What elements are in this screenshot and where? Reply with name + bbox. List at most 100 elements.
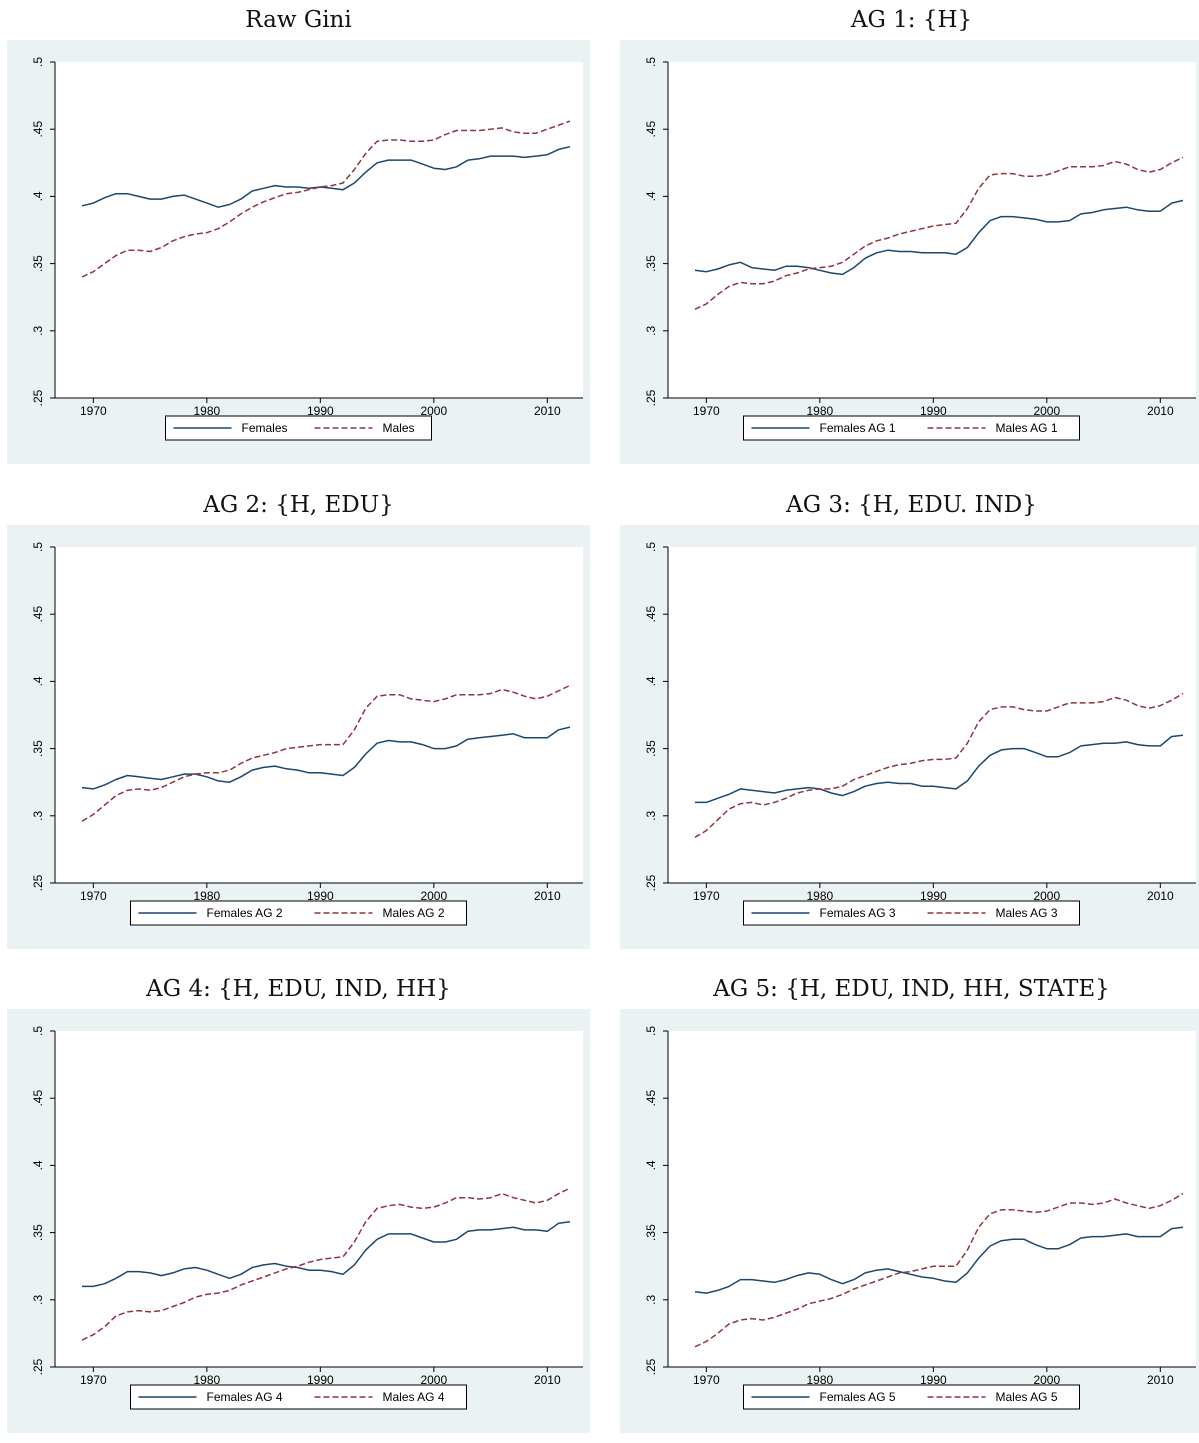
plot-area xyxy=(55,1031,583,1367)
chart-svg: .25.3.35.4.45.519701980199020002010yearF… xyxy=(644,57,1196,441)
chart-svg: .25.3.35.4.45.519701980199020002010yearF… xyxy=(644,1026,1196,1410)
chart-svg: .25.3.35.4.45.519701980199020002010yearF… xyxy=(31,542,583,926)
y-tick-label: .35 xyxy=(31,740,45,757)
plot-area xyxy=(668,547,1196,883)
chart-title: AG 5: {H, EDU, IND, HH, STATE} xyxy=(713,976,1110,1002)
chart-body: .25.3.35.4.45.519701980199020002010yearF… xyxy=(620,40,1199,464)
y-tick-label: .5 xyxy=(31,1026,45,1036)
x-tick-label: 2000 xyxy=(1033,1373,1060,1387)
y-tick-label: .3 xyxy=(31,1294,45,1304)
x-tick-label: 1970 xyxy=(693,1373,720,1387)
chart-panel: AG 4: {H, EDU, IND, HH} .25 .3 .35 .4 .45 .5 19… xyxy=(7,969,590,1443)
x-tick-label: 1970 xyxy=(693,889,720,903)
x-tick-label: 1990 xyxy=(920,404,947,418)
series-line-females xyxy=(694,1226,1184,1294)
y-tick-label: .25 xyxy=(644,389,658,406)
y-tick-label: .3 xyxy=(644,1294,658,1304)
y-tick-label: .25 xyxy=(644,874,658,891)
y-tick-label: .25 xyxy=(31,874,45,891)
x-tick-label: 2000 xyxy=(420,1373,447,1387)
y-tick-label: .5 xyxy=(644,57,658,67)
y-tick-label: .3 xyxy=(644,810,658,820)
x-tick-label: 1990 xyxy=(307,1373,334,1387)
y-tick-label: .45 xyxy=(644,606,658,623)
chart-title: AG 4: {H, EDU, IND, HH} xyxy=(146,976,451,1002)
x-tick-label: 1990 xyxy=(307,889,334,903)
chart-body: .25.3.35.4.45.519701980199020002010yearF… xyxy=(620,1009,1199,1433)
legend-label: Females AG 3 xyxy=(820,906,896,920)
y-tick-label: .5 xyxy=(31,542,45,552)
y-tick-label: .35 xyxy=(31,255,45,272)
chart-body: .25.3.35.4.45.519701980199020002010yearF… xyxy=(7,40,590,464)
legend-label: Females AG 2 xyxy=(207,906,283,920)
legend-label: Females AG 4 xyxy=(207,1390,283,1404)
chart-body: .25.3.35.4.45.519701980199020002010yearF… xyxy=(7,525,590,949)
y-tick-label: .25 xyxy=(644,1358,658,1375)
x-tick-label: 2010 xyxy=(534,404,561,418)
y-tick-label: .5 xyxy=(31,57,45,67)
series-line-females xyxy=(81,145,571,208)
x-tick-label: 2000 xyxy=(1033,404,1060,418)
x-tick-label: 1980 xyxy=(193,404,220,418)
y-tick-label: .25 xyxy=(31,389,45,406)
y-tick-label: .4 xyxy=(644,676,658,686)
y-tick-label: .35 xyxy=(644,255,658,272)
y-tick-label: .4 xyxy=(644,1160,658,1170)
legend-label: Males AG 3 xyxy=(996,906,1058,920)
y-tick-label: .45 xyxy=(31,606,45,623)
series-line-males xyxy=(694,156,1184,310)
chart-body: .25.3.35.4.45.519701980199020002010yearF… xyxy=(620,525,1199,949)
x-tick-label: 2000 xyxy=(420,889,447,903)
y-tick-label: .4 xyxy=(644,191,658,201)
plot-area xyxy=(55,547,583,883)
x-tick-label: 1980 xyxy=(806,404,833,418)
legend-label: Males AG 5 xyxy=(996,1390,1058,1404)
x-tick-label: 1970 xyxy=(80,1373,107,1387)
chart-panel: AG 3: {H, EDU. IND} .25 .3 .35 .4 .45 .5 1970 19… xyxy=(620,485,1199,959)
y-tick-label: .35 xyxy=(644,1224,658,1241)
series-line-males xyxy=(81,120,571,278)
y-tick-label: .3 xyxy=(31,810,45,820)
y-tick-label: .35 xyxy=(31,1224,45,1241)
y-tick-label: .35 xyxy=(644,740,658,757)
y-tick-label: .45 xyxy=(31,121,45,138)
y-tick-label: .4 xyxy=(31,676,45,686)
plot-area xyxy=(668,1031,1196,1367)
series-line-females xyxy=(81,726,571,790)
series-line-males xyxy=(694,692,1184,838)
chart-panel: AG 1: {H} .25 .3 .35 .4 .45 .5 1970 1980 1990 2000… xyxy=(620,0,1199,474)
series-line-males xyxy=(694,1192,1184,1348)
legend-label: Males AG 4 xyxy=(383,1390,445,1404)
x-tick-label: 1980 xyxy=(193,1373,220,1387)
series-line-females xyxy=(695,734,1184,804)
legend-box xyxy=(743,900,1080,926)
x-tick-label: 1990 xyxy=(307,404,334,418)
y-tick-label: .45 xyxy=(644,1090,658,1107)
chart-panel: AG 2: {H, EDU} .25 .3 .35 .4 .45 .5 1970 1980 199… xyxy=(7,485,590,959)
x-tick-label: 1970 xyxy=(693,404,720,418)
legend-label: Females xyxy=(242,421,288,435)
x-tick-label: 2010 xyxy=(1147,1373,1174,1387)
chart-title: AG 1: {H} xyxy=(850,7,973,33)
chart-svg: .25.3.35.4.45.519701980199020002010yearF… xyxy=(31,57,583,441)
chart-title: AG 2: {H, EDU} xyxy=(203,492,394,518)
y-tick-label: .3 xyxy=(31,325,45,335)
x-tick-label: 2000 xyxy=(1033,889,1060,903)
chart-svg: .25.3.35.4.45.519701980199020002010yearF… xyxy=(644,542,1196,926)
x-tick-label: 1980 xyxy=(806,889,833,903)
legend-label: Females AG 5 xyxy=(820,1390,896,1404)
x-tick-label: 1970 xyxy=(80,404,107,418)
x-tick-label: 2010 xyxy=(534,1373,561,1387)
y-tick-label: .4 xyxy=(31,1160,45,1170)
chart-panel: AG 5: {H, EDU, IND, HH, STATE} .25 .3 .35 .4… xyxy=(620,969,1199,1443)
legend-label: Females AG 1 xyxy=(820,421,896,435)
y-tick-label: .5 xyxy=(644,542,658,552)
x-tick-label: 1980 xyxy=(193,889,220,903)
series-line-males xyxy=(81,1187,571,1341)
plot-area xyxy=(668,62,1196,398)
x-tick-label: 1970 xyxy=(80,889,107,903)
series-line-females xyxy=(694,199,1184,276)
legend-label: Males AG 1 xyxy=(996,421,1058,435)
x-tick-label: 2010 xyxy=(534,889,561,903)
